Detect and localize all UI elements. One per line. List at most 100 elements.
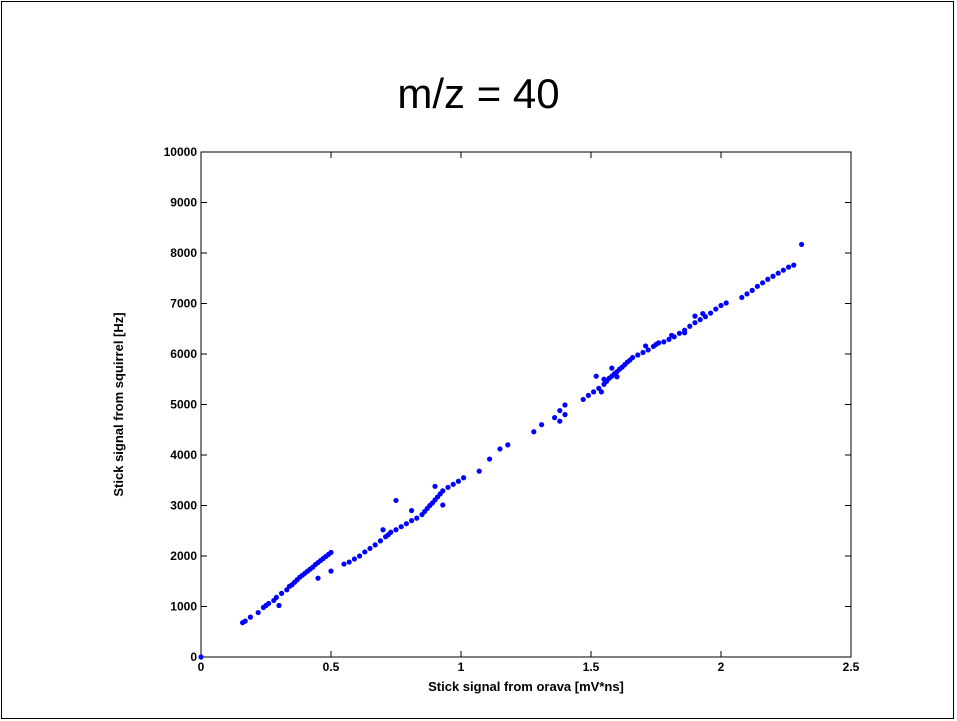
data-point	[255, 609, 261, 616]
y-tick-label: 3000	[170, 499, 197, 513]
data-point	[791, 262, 797, 268]
x-tick-label: 1.5	[583, 660, 600, 674]
data-point	[614, 374, 620, 380]
slide-title: m/z = 40	[397, 70, 560, 117]
y-tick-label: 0	[190, 650, 197, 664]
data-point	[539, 422, 545, 428]
y-tick-label: 5000	[170, 398, 197, 412]
data-point	[242, 618, 248, 624]
data-point	[775, 270, 781, 276]
data-point	[723, 300, 729, 306]
data-point	[692, 320, 698, 326]
data-point	[351, 556, 357, 562]
data-point	[247, 614, 253, 620]
x-tick-label: 0.5	[323, 660, 340, 674]
data-point	[398, 524, 404, 530]
y-tick-label: 6000	[170, 347, 197, 361]
data-point	[609, 365, 615, 371]
data-point	[377, 538, 383, 544]
data-point	[749, 287, 755, 293]
data-point	[403, 521, 409, 527]
data-point	[765, 276, 771, 282]
data-point	[328, 568, 334, 574]
data-point	[552, 415, 558, 421]
data-point	[450, 481, 456, 487]
data-point	[562, 412, 568, 418]
data-point	[739, 294, 745, 301]
data-point	[198, 654, 204, 660]
data-point	[718, 302, 724, 309]
data-point	[557, 407, 563, 414]
data-point	[786, 264, 792, 270]
data-point	[601, 376, 607, 382]
data-point	[497, 446, 503, 452]
data-point	[708, 310, 714, 316]
data-point	[630, 354, 636, 361]
data-point	[643, 343, 649, 349]
data-point	[393, 527, 399, 533]
y-axis-label: Stick signal from squirrel [Hz]	[111, 312, 126, 496]
data-point	[676, 330, 683, 336]
y-tick-label: 9000	[170, 196, 197, 210]
y-tick-label: 10000	[164, 145, 198, 159]
y-tick-label: 2000	[170, 549, 197, 563]
data-point	[713, 306, 719, 312]
data-point	[585, 392, 592, 399]
data-point	[362, 549, 368, 555]
data-point	[440, 502, 446, 508]
data-point	[455, 478, 461, 484]
data-point	[409, 518, 415, 524]
x-tick-label: 0	[198, 660, 205, 674]
data-point	[640, 349, 646, 356]
data-point	[341, 561, 347, 567]
data-point	[557, 418, 563, 424]
data-point	[700, 311, 706, 317]
data-point	[744, 291, 750, 297]
data-point	[346, 559, 352, 565]
data-point	[760, 280, 766, 286]
data-point	[372, 542, 378, 548]
data-point	[414, 515, 420, 521]
data-point	[580, 396, 586, 403]
data-point	[273, 594, 279, 601]
data-point	[487, 456, 493, 462]
x-tick-label: 2	[718, 660, 725, 674]
x-tick-label: 1	[458, 660, 465, 674]
data-point	[593, 373, 599, 379]
data-point	[367, 545, 373, 552]
data-point	[591, 389, 597, 395]
data-point	[635, 352, 641, 358]
x-tick-label: 2.5	[843, 660, 860, 674]
data-point	[661, 339, 667, 345]
data-point	[692, 313, 698, 319]
data-point	[697, 317, 703, 323]
data-point	[562, 402, 568, 408]
data-point	[531, 429, 537, 435]
data-point	[409, 507, 415, 514]
data-point	[276, 602, 282, 609]
data-point	[687, 323, 693, 329]
y-tick-label: 8000	[170, 246, 197, 260]
data-point	[653, 341, 659, 348]
x-axis-label: Stick signal from orava [mV*ns]	[428, 679, 624, 694]
data-point	[380, 527, 386, 533]
data-point	[388, 529, 394, 535]
data-point	[393, 497, 399, 504]
data-point	[279, 590, 285, 596]
data-point	[505, 442, 511, 448]
data-points	[198, 241, 805, 660]
data-point	[754, 283, 761, 289]
data-point	[432, 483, 438, 489]
y-tick-label: 1000	[170, 600, 197, 614]
data-point	[266, 600, 272, 607]
data-point	[669, 332, 675, 338]
y-tick-label: 4000	[170, 448, 197, 462]
data-point	[476, 468, 482, 474]
data-point	[328, 549, 334, 556]
data-point	[315, 575, 321, 581]
data-point	[645, 347, 651, 353]
data-point	[445, 484, 451, 490]
y-tick-label: 7000	[170, 297, 197, 311]
data-point	[799, 241, 805, 248]
